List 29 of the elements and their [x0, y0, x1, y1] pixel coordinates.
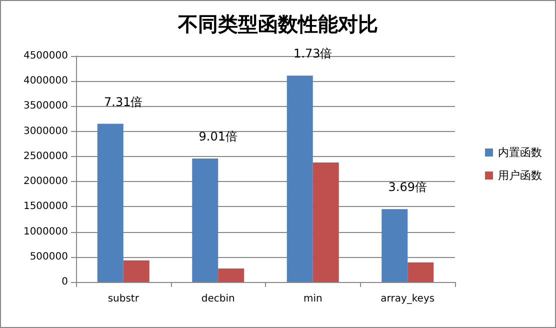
- chart-title: 不同类型函数性能对比: [177, 12, 378, 36]
- bar: [286, 76, 313, 282]
- bar: [218, 268, 244, 282]
- y-tick-label: 4000000: [23, 76, 68, 87]
- bar: [312, 162, 339, 282]
- annotation: 1.73倍: [294, 46, 332, 61]
- y-tick-label: 3000000: [23, 126, 68, 137]
- bar: [408, 262, 434, 282]
- bar: [97, 124, 124, 282]
- x-tick-label: array_keys: [380, 294, 435, 304]
- y-tick-label: 2500000: [23, 150, 68, 162]
- x-tick-label: substr: [108, 294, 140, 304]
- y-tick-label: 2000000: [23, 176, 68, 188]
- y-tick-label: 1000000: [23, 226, 68, 238]
- y-tick-label: 500000: [30, 251, 68, 262]
- annotation: 3.69倍: [388, 180, 427, 194]
- annotation: 9.01倍: [198, 129, 238, 144]
- y-tick-label: 1500000: [23, 201, 68, 212]
- bar: [123, 260, 150, 282]
- y-tick-label: 4500000: [23, 50, 68, 62]
- bar: [192, 158, 218, 282]
- annotation: 7.31倍: [104, 94, 143, 109]
- legend-label: 内置函数: [498, 146, 542, 159]
- x-tick-label: decbin: [201, 294, 235, 304]
- y-tick-label: 0: [62, 276, 68, 288]
- bar: [382, 209, 408, 282]
- y-tick-label: 3500000: [23, 100, 68, 112]
- x-tick-label: min: [303, 294, 322, 304]
- legend-label: 用户函数: [498, 169, 542, 182]
